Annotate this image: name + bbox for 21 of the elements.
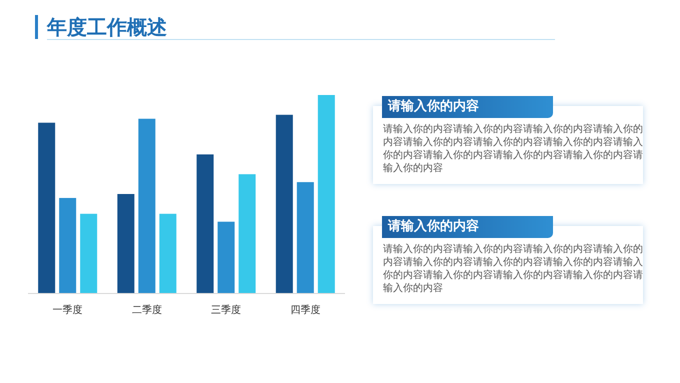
bar [59, 198, 76, 293]
bar [138, 118, 156, 293]
x-tick-label: 二季度 [132, 304, 162, 316]
x-tick-label: 一季度 [52, 304, 83, 316]
bar [117, 194, 134, 293]
x-tick-label: 三季度 [211, 304, 242, 316]
text: 请输入你的内容请输入你的内容请输入你的内容请输入你的内容请输入你的内容请输入你的内容请输入你的内容请输入你的内容请输入你的内容请输入你的内容请输入你的内容请输入你的内容 [383, 123, 644, 175]
bar [238, 174, 256, 293]
x-tick-label: 四季度 [290, 304, 320, 316]
bar [296, 182, 314, 293]
chart-title: 年度工作概述 [46, 15, 167, 39]
text: 请输入你的内容请输入你的内容请输入你的内容请输入你的内容请输入你的内容请输入你的内容请输入你的内容请输入你的内容请输入你的内容请输入你的内容请输入你的内容请输入你的内容 [383, 243, 644, 295]
bar [159, 214, 176, 293]
bar [218, 222, 235, 293]
bar [80, 214, 98, 293]
bar [38, 122, 56, 293]
text: 请输入你的内容 [382, 216, 553, 238]
bar [318, 95, 335, 293]
bar [196, 154, 214, 293]
text: 请输入你的内容 [382, 96, 553, 118]
bar [276, 114, 293, 293]
